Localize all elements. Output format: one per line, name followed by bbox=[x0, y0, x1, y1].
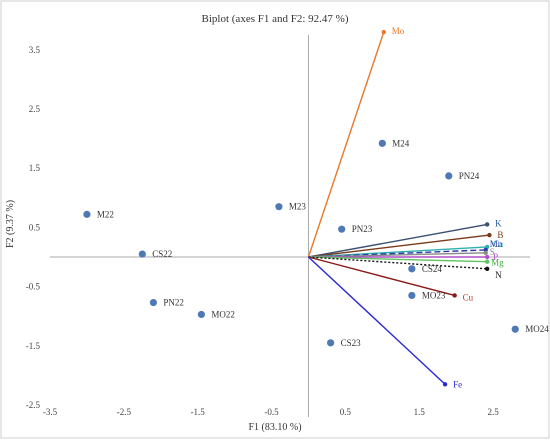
x-tick-label: 2.5 bbox=[487, 407, 499, 417]
observation-points: M22 CS22 PN22 MO22 M23 PN23 M24 PN24 CS24 MO23 CS2… bbox=[83, 138, 549, 348]
vector-tip-s bbox=[483, 250, 488, 256]
observation-point bbox=[408, 265, 416, 273]
y-axis-label: F2 (9.37 %) bbox=[5, 200, 16, 248]
observation-label: MO24 bbox=[525, 324, 549, 334]
vector-label-ca: Ca bbox=[493, 239, 503, 249]
x-tick-label: -3.5 bbox=[43, 407, 58, 417]
observation-point bbox=[378, 139, 386, 147]
vector-k bbox=[308, 223, 488, 258]
y-tick-label: 1.5 bbox=[29, 163, 41, 173]
observation-label: MO22 bbox=[211, 309, 235, 319]
observation-label: CS22 bbox=[152, 249, 172, 259]
x-tick-label: -0.5 bbox=[264, 407, 279, 417]
vector-fe bbox=[307, 256, 446, 385]
y-tick-label: -0.5 bbox=[26, 282, 41, 292]
vector-b bbox=[308, 234, 490, 258]
vector-tip-fe bbox=[442, 382, 448, 387]
vector-tip-k bbox=[484, 222, 490, 227]
x-tick-label: 1.5 bbox=[414, 407, 426, 417]
vector-label-fe: Fe bbox=[453, 379, 462, 389]
vector-label-mo: Mo bbox=[392, 26, 405, 36]
observation-point bbox=[149, 298, 157, 307]
vector-label-s: S bbox=[490, 247, 495, 257]
y-tick-label: 3.5 bbox=[29, 45, 41, 55]
x-tick-label: -1.5 bbox=[191, 407, 206, 417]
observation-point bbox=[408, 291, 416, 300]
observation-point bbox=[445, 172, 453, 180]
vector-tip-mo bbox=[381, 29, 386, 35]
y-tick-label: 0.5 bbox=[29, 222, 41, 232]
x-axis-label: F1 (83.10 %) bbox=[248, 422, 301, 433]
observation-point bbox=[138, 250, 146, 258]
y-tick-label: 2.5 bbox=[29, 104, 41, 114]
y-tick-label: -2.5 bbox=[26, 400, 41, 410]
observation-label: CS23 bbox=[341, 338, 362, 348]
vector-cu bbox=[308, 256, 455, 297]
observation-point bbox=[83, 210, 91, 218]
vector-tip-cu bbox=[452, 293, 457, 298]
observation-label: MO23 bbox=[422, 290, 446, 300]
observation-label: PN23 bbox=[352, 224, 373, 234]
chart-title: Biplot (axes F1 and F2: 92.47 %) bbox=[202, 13, 349, 25]
y-tick-label: -1.5 bbox=[26, 341, 41, 351]
vector-label-p: P bbox=[493, 252, 498, 262]
vector-mo bbox=[307, 31, 385, 258]
observation-point bbox=[511, 325, 519, 333]
vector-label-k: K bbox=[495, 218, 502, 228]
vector-tip-p bbox=[484, 254, 490, 260]
observation-point bbox=[327, 339, 335, 347]
observation-point bbox=[197, 310, 205, 319]
observation-label: CS24 bbox=[422, 264, 443, 274]
observation-point bbox=[275, 203, 283, 211]
vector-label-cu: Cu bbox=[463, 292, 474, 302]
observation-label: M24 bbox=[392, 138, 410, 148]
x-tick-label: -2.5 bbox=[117, 407, 132, 417]
vector-tip-mg bbox=[484, 259, 490, 264]
x-tick-label: 0.5 bbox=[340, 407, 352, 417]
observation-label: M23 bbox=[289, 202, 307, 212]
observation-label: PN24 bbox=[459, 171, 480, 181]
observation-label: M22 bbox=[97, 209, 114, 219]
vector-mg bbox=[308, 256, 488, 263]
vector-tip-b bbox=[487, 232, 492, 238]
observation-point bbox=[338, 225, 346, 233]
vector-label-n: N bbox=[495, 270, 502, 280]
observation-label: PN22 bbox=[163, 298, 184, 308]
vector-label-b: B bbox=[497, 230, 503, 240]
vector-tip-n bbox=[484, 266, 490, 272]
vector-n bbox=[308, 256, 488, 270]
vector-label-mg: Mg bbox=[491, 258, 504, 268]
vector-label-mn: Mn bbox=[490, 239, 503, 249]
